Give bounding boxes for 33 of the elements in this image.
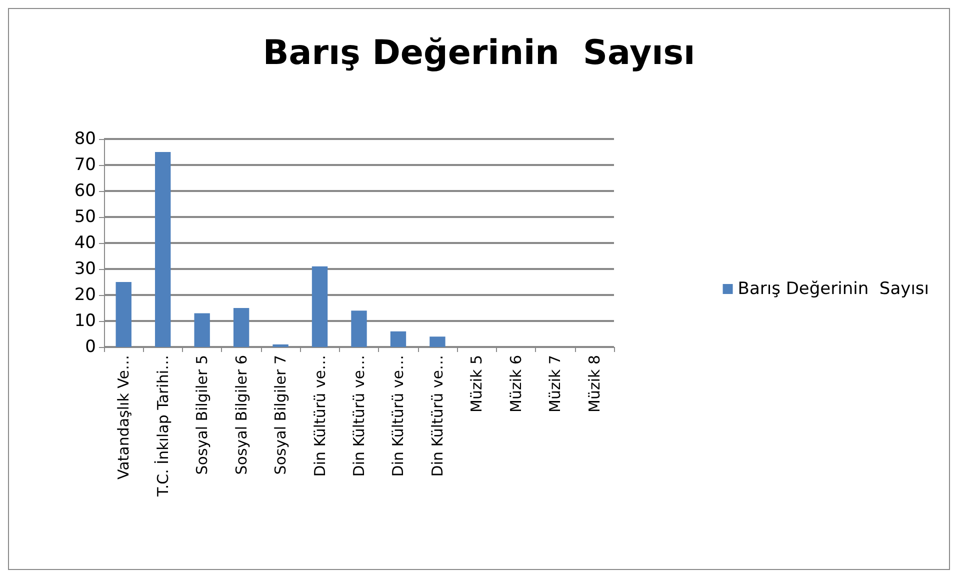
x-tick-label: Din Kültürü ve… <box>310 355 329 477</box>
legend-label: Barış Değerinin Sayısı <box>738 279 929 299</box>
x-tick-label: Vatandaşlık Ve… <box>114 355 133 480</box>
bar <box>272 344 288 347</box>
x-tick-label: Din Kültürü ve… <box>428 355 446 477</box>
y-tick-label: 0 <box>85 337 96 357</box>
bar <box>194 313 210 347</box>
y-tick-label: 40 <box>74 233 96 253</box>
bar <box>430 336 446 347</box>
bar <box>116 282 132 347</box>
x-tick-label: Sosyal Bilgiler 6 <box>232 355 250 475</box>
x-tick-label: Din Kültürü ve… <box>389 355 408 477</box>
x-tick-label: T.C. İnkılap Tarihi… <box>154 355 172 498</box>
x-tick-label: Müzik 8 <box>585 355 604 412</box>
y-tick-label: 50 <box>74 207 96 227</box>
y-tick-label: 30 <box>74 259 96 279</box>
bar <box>155 152 171 347</box>
x-tick-label: Din Kültürü ve… <box>350 355 368 477</box>
y-tick-label: 80 <box>74 129 96 149</box>
bar <box>351 310 367 347</box>
x-tick-label: Müzik 7 <box>546 355 564 412</box>
y-tick-label: 20 <box>74 285 96 305</box>
x-tick-label: Sosyal Bilgiler 7 <box>272 355 290 475</box>
bar <box>390 331 406 347</box>
x-tick-label: Sosyal Bilgiler 5 <box>193 355 212 475</box>
y-tick-label: 10 <box>74 311 96 331</box>
bar <box>233 308 250 347</box>
x-tick-label: Müzik 5 <box>468 355 486 412</box>
chart-title: Barış Değerinin Sayısı <box>262 33 696 73</box>
x-tick-label: Müzik 6 <box>506 355 525 412</box>
y-tick-label: 60 <box>74 181 96 201</box>
bar <box>312 266 328 347</box>
y-tick-label: 70 <box>74 155 96 175</box>
